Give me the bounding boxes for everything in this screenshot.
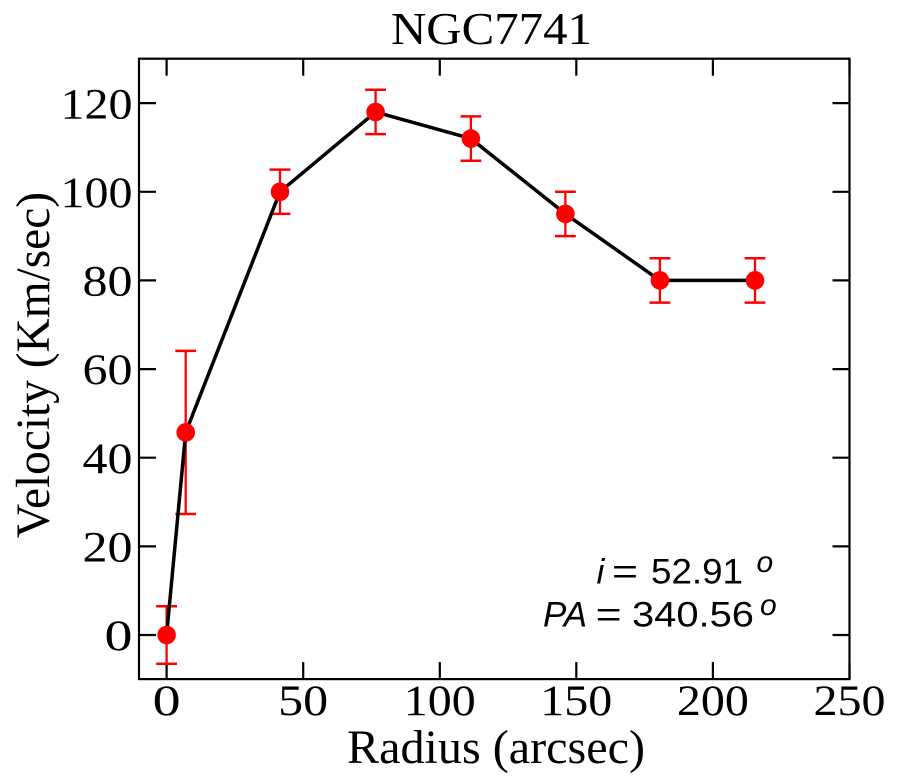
svg-text:Velocity (Km/sec): Velocity (Km/sec) [7,192,60,538]
svg-text:60: 60 [83,347,133,394]
svg-text:20: 20 [83,525,133,572]
svg-text:100: 100 [404,678,476,725]
svg-text:PA=340.56o: PA = 340.56 o [543,589,777,635]
svg-text:150: 150 [540,678,612,725]
svg-text:80: 80 [83,259,133,306]
svg-text:NGC7741: NGC7741 [391,3,592,54]
svg-text:Radius (arcsec): Radius (arcsec) [347,721,645,774]
svg-text:120: 120 [61,81,133,128]
svg-text:i=52.91o: i = 52.91 o [597,546,774,592]
svg-text:100: 100 [61,170,133,217]
svg-text:200: 200 [677,678,749,725]
svg-text:0: 0 [105,613,133,660]
svg-text:40: 40 [83,436,133,483]
svg-text:250: 250 [814,678,886,725]
svg-text:0: 0 [153,678,181,725]
svg-text:50: 50 [278,678,328,725]
